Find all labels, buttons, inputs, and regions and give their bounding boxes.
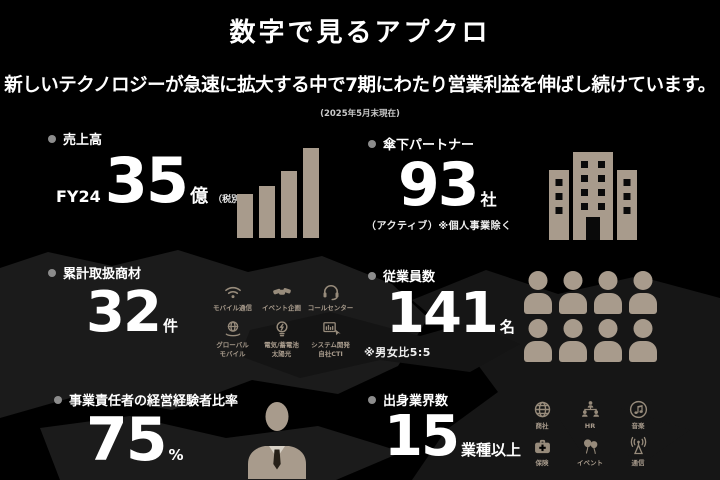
product-item: グローバル モバイル	[208, 319, 257, 358]
industry-item: 音楽	[614, 399, 662, 430]
stat-label-employees: 従業員数	[383, 270, 436, 285]
products-unit: 件	[162, 317, 178, 335]
stat-label-industries: 出身業界数	[383, 394, 449, 409]
person-icon	[593, 271, 623, 314]
stat-label-partners: 傘下パートナー	[383, 138, 475, 153]
product-item: システム開発 自社CTI	[306, 319, 355, 358]
partners-value: 93	[398, 150, 479, 220]
globe-icon	[534, 401, 550, 418]
first-aid-icon	[534, 440, 550, 454]
bullet-icon	[48, 134, 56, 143]
partners-unit: 社	[480, 190, 497, 209]
industry-item: 通信	[614, 436, 662, 467]
stat-block-products: 累計取扱商材 32 件 モバイル通信	[40, 258, 360, 386]
wifi-icon	[224, 286, 241, 299]
person-icon	[628, 271, 658, 314]
person-icon	[523, 319, 553, 362]
industry-item: 商社	[518, 399, 566, 430]
product-item-label: イベント企画	[262, 304, 301, 312]
product-item-label: システム開発 自社CTI	[311, 341, 350, 358]
employees-note: ※男女比5:5	[364, 346, 431, 359]
product-item-label: コールセンター	[307, 304, 354, 312]
revenue-bar	[237, 194, 253, 238]
industry-item: 保険	[518, 436, 566, 467]
industry-item-label: イベント	[577, 459, 603, 468]
page-subtitle: 新しいテクノロジーが急速に拡大する中で7期にわたり営業利益を伸ばし続けています。	[4, 75, 716, 96]
managers-value: 75	[86, 405, 167, 475]
person-icon	[558, 319, 588, 362]
person-icon	[628, 319, 658, 362]
employees-unit: 名	[499, 318, 515, 336]
headset-icon	[323, 284, 338, 301]
industry-item: イベント	[566, 436, 614, 467]
antenna-icon	[630, 437, 646, 455]
industry-item-label: 保険	[535, 459, 549, 468]
as-of-date: (2025年5月末現在)	[320, 109, 400, 119]
revenue-unit: 億	[190, 186, 209, 207]
revenue-tax-note: （税別）	[213, 195, 250, 205]
stat-block-managers: 事業責任者の経営経験者比率 75 %	[40, 388, 360, 480]
person-icon	[593, 319, 623, 362]
industry-item-label: 通信	[631, 459, 645, 468]
fiscal-year-prefix: FY24	[56, 187, 101, 206]
bullet-icon	[54, 395, 62, 404]
industry-item: HR	[566, 399, 614, 430]
system-icon	[322, 322, 341, 336]
industry-icon-grid: 商社 HR	[518, 399, 662, 468]
managers-unit: %	[168, 446, 184, 464]
industry-item-label: 商社	[535, 422, 549, 430]
music-note-icon	[629, 400, 647, 419]
stat-label-products: 累計取扱商材	[63, 267, 142, 282]
product-icon-grid: モバイル通信 イベント企画 コ	[208, 282, 355, 358]
bullet-icon	[368, 271, 376, 280]
revenue-bar	[303, 148, 319, 238]
revenue-bar	[259, 186, 275, 238]
handshake-icon	[272, 287, 291, 295]
stat-label-managers: 事業責任者の経営経験者比率	[69, 394, 239, 409]
industry-item-label: HR	[584, 422, 596, 430]
industries-value: 15	[384, 404, 460, 469]
product-item: 電気/蓄電池 太陽光	[257, 319, 306, 358]
industries-unit: 業種以上	[460, 441, 521, 459]
product-item-label: グローバル モバイル	[216, 341, 249, 358]
product-item: コールセンター	[306, 282, 355, 312]
product-item-label: モバイル通信	[213, 304, 252, 312]
product-item-label: 電気/蓄電池 太陽光	[264, 341, 299, 358]
revenue-bar-chart	[237, 148, 333, 238]
stat-label-revenue: 売上高	[63, 133, 103, 148]
businessman-icon	[248, 402, 306, 479]
employee-pictogram	[523, 271, 658, 362]
lightbulb-icon	[275, 321, 288, 337]
revenue-value: 35	[104, 144, 189, 217]
stat-block-partners: 傘下パートナー 93 社 （アクティブ）※個人事業除く	[360, 126, 720, 254]
balloons-icon	[583, 439, 597, 455]
product-item: モバイル通信	[208, 282, 257, 312]
stat-block-employees: 従業員数 141 名 ※男女比5:5	[360, 258, 720, 386]
org-chart-icon	[581, 401, 599, 417]
products-value: 32	[86, 280, 162, 345]
bullet-icon	[368, 395, 376, 404]
person-icon	[558, 271, 588, 314]
bullet-icon	[368, 139, 376, 148]
bullet-icon	[48, 268, 56, 277]
partners-note: （アクティブ）※個人事業除く	[366, 221, 512, 232]
globe-hand-icon	[225, 321, 240, 337]
page-title: 数字で見るアプクロ	[229, 18, 491, 48]
stat-block-industries: 出身業界数 15 業種以上 商社	[360, 388, 720, 480]
building-icon	[549, 152, 637, 240]
revenue-bar	[281, 171, 297, 238]
product-item: イベント企画	[257, 282, 306, 312]
industry-item-label: 音楽	[631, 422, 645, 430]
stat-block-revenue: 売上高 FY24 35 億 （税別）	[40, 126, 360, 254]
person-icon	[523, 271, 553, 314]
employees-value: 141	[386, 281, 499, 346]
